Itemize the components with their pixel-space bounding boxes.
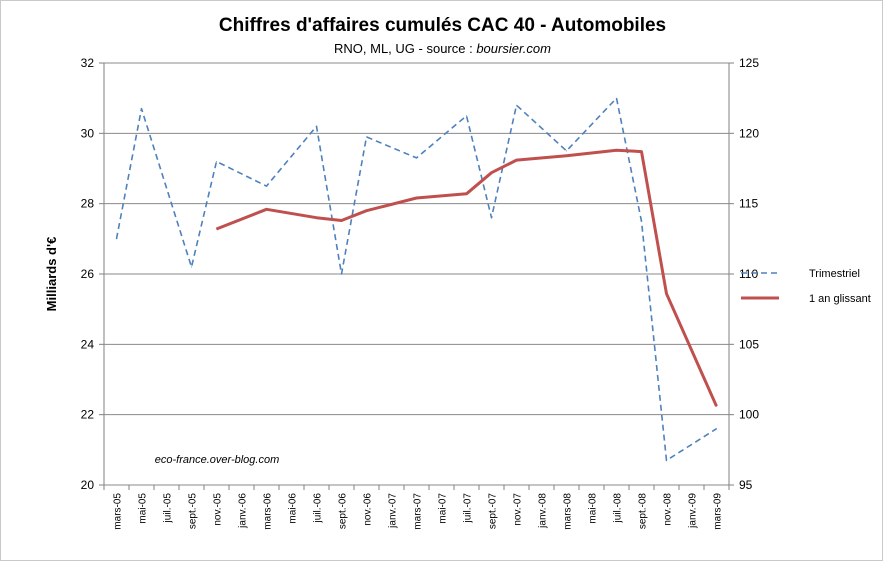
left-axis: 20 22 24 26 28 30 32 xyxy=(81,56,104,492)
right-tick-label: 95 xyxy=(739,478,753,492)
x-tick-label: juil.-07 xyxy=(463,493,474,524)
series-0-point xyxy=(716,428,717,430)
left-tick-label: 24 xyxy=(81,337,95,351)
grid-lines xyxy=(104,62,729,486)
series-0-point xyxy=(341,273,342,275)
x-tick-label: mars-07 xyxy=(413,493,424,530)
series-1-point xyxy=(316,217,317,219)
x-tick-label: nov.-07 xyxy=(513,493,524,526)
left-tick-label: 26 xyxy=(81,267,95,281)
series-1-point xyxy=(641,151,642,153)
x-tick-label: janv.-07 xyxy=(388,493,399,529)
series-line-1 xyxy=(215,148,718,407)
left-tick-label: 30 xyxy=(81,126,95,140)
x-tick-label: mai-05 xyxy=(138,493,149,524)
series-1-point xyxy=(366,210,367,212)
x-tick-label: janv.-09 xyxy=(688,493,699,529)
left-tick-label: 20 xyxy=(81,478,95,492)
right-tick-label: 120 xyxy=(739,126,759,140)
subtitle-prefix: RNO, ML, UG - source : xyxy=(334,41,477,56)
legend: Trimestriel 1 an glissant xyxy=(741,268,871,305)
right-axis: 95 100 105 110 115 120 125 xyxy=(729,56,759,492)
x-tick-label: juil.-06 xyxy=(313,493,324,524)
y-axis-label: Milliards d'€ xyxy=(44,237,59,312)
x-tick-label: mai-07 xyxy=(438,493,449,524)
x-tick-label: nov.-06 xyxy=(363,493,374,526)
series-lines xyxy=(115,97,718,462)
right-tick-label: 105 xyxy=(739,337,759,351)
x-tick-label: sept.-05 xyxy=(188,493,199,530)
x-tick-label: sept.-06 xyxy=(338,493,349,530)
series-1-point xyxy=(416,197,417,199)
series-0-point xyxy=(516,104,517,106)
chart-subtitle: RNO, ML, UG - source : boursier.com xyxy=(1,41,882,56)
x-tick-label: mars-05 xyxy=(113,493,124,530)
series-0-point xyxy=(566,150,567,152)
right-tick-label: 125 xyxy=(739,56,759,70)
right-tick-label: 115 xyxy=(739,197,758,211)
legend-label-trimestriel: Trimestriel xyxy=(809,268,860,280)
x-tick-label: mars-06 xyxy=(263,493,274,530)
x-tick-label: mars-08 xyxy=(563,493,574,530)
series-1-point xyxy=(466,193,467,195)
series-0-point xyxy=(266,185,267,187)
series-1-point xyxy=(666,293,667,295)
series-0-point xyxy=(141,108,142,110)
series-0-point xyxy=(366,136,367,138)
series-0-point xyxy=(216,161,217,162)
right-tick-label: 110 xyxy=(739,267,758,281)
series-0-point xyxy=(191,266,192,268)
x-tick-label: mai-08 xyxy=(588,493,599,524)
series-0-point xyxy=(641,220,642,222)
x-tick-label: nov.-08 xyxy=(663,493,674,526)
series-0-point xyxy=(416,157,417,159)
x-tick-label: janv.-08 xyxy=(538,493,549,529)
series-1-point xyxy=(216,228,217,230)
series-1-point xyxy=(491,172,492,174)
left-tick-label: 32 xyxy=(81,56,95,70)
series-0-point xyxy=(316,125,317,127)
left-tick-label: 28 xyxy=(81,197,95,211)
series-1-point xyxy=(616,149,617,151)
x-tick-label: juil.-08 xyxy=(613,493,624,524)
subtitle-source: boursier.com xyxy=(476,41,551,56)
series-1-point xyxy=(566,155,567,157)
series-0-point xyxy=(491,217,492,219)
chart-title: Chiffres d'affaires cumulés CAC 40 - Aut… xyxy=(218,15,667,36)
x-tick-label: mai-06 xyxy=(288,493,299,524)
series-0-point xyxy=(466,115,467,117)
x-tick-label: janv.-06 xyxy=(238,493,249,529)
series-1-point xyxy=(341,220,342,221)
x-tick-label: nov.-05 xyxy=(213,493,224,526)
series-0-point xyxy=(666,459,667,461)
series-0-point xyxy=(116,238,117,240)
series-1-point xyxy=(716,405,717,407)
x-axis: mars-05 mai-05 juil.-05 sept.-05 nov.-05 janv… xyxy=(103,485,730,530)
right-tick-label: 100 xyxy=(739,408,759,422)
x-tick-label: sept.-08 xyxy=(638,493,649,530)
legend-label-1-an-glissant: 1 an glissant xyxy=(809,293,871,305)
x-tick-label: mars-09 xyxy=(713,493,724,530)
series-1-point xyxy=(516,159,517,161)
series-1-point xyxy=(266,208,267,210)
series-0-point xyxy=(616,97,617,99)
left-tick-label: 22 xyxy=(81,408,95,422)
watermark-annotation: eco-france.over-blog.com xyxy=(155,454,280,466)
x-tick-label: sept.-07 xyxy=(488,493,499,530)
x-tick-label: juil.-05 xyxy=(163,493,174,524)
